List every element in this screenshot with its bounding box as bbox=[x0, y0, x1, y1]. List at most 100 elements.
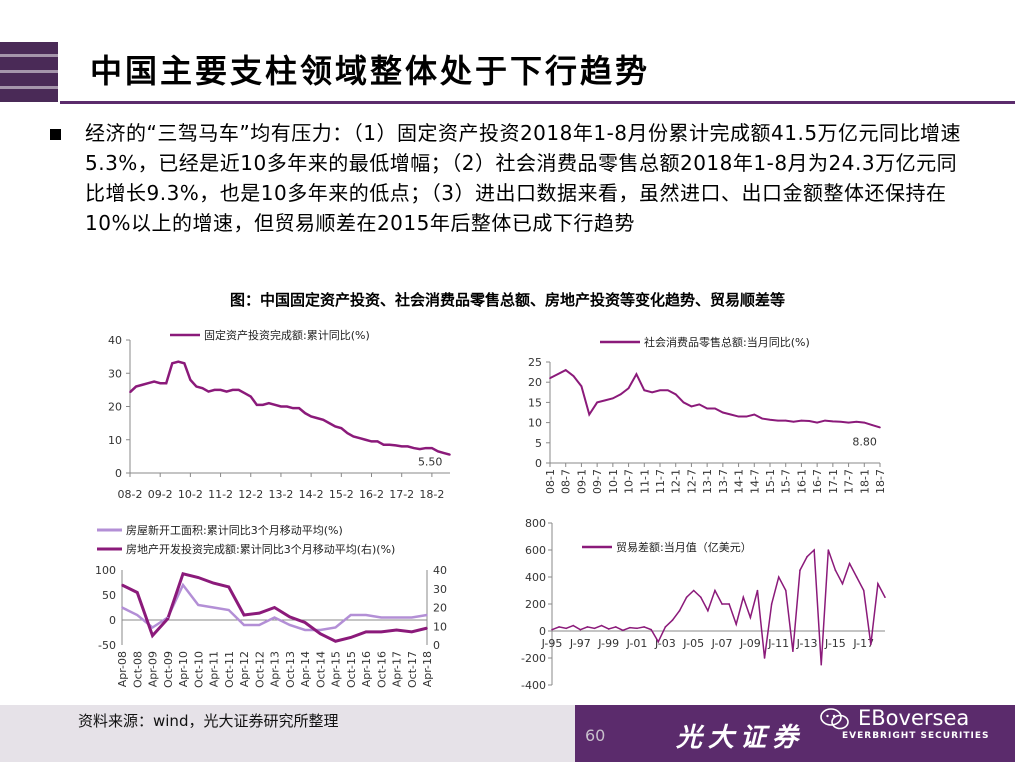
data-point bbox=[612, 397, 614, 400]
data-point bbox=[813, 549, 815, 551]
x-tick-label: 14-1 bbox=[733, 469, 746, 494]
data-point bbox=[777, 576, 780, 578]
data-point bbox=[135, 385, 137, 388]
data-point bbox=[268, 402, 270, 404]
data-point bbox=[651, 391, 653, 394]
data-point bbox=[151, 626, 154, 629]
data-point bbox=[370, 440, 373, 443]
series-line-fixed-asset bbox=[129, 360, 451, 456]
data-point bbox=[770, 603, 773, 605]
data-point bbox=[714, 407, 716, 410]
x-tick-label: 08-2 bbox=[118, 488, 143, 501]
data-point bbox=[349, 614, 352, 616]
x-tick-label: J-11 bbox=[767, 637, 789, 650]
data-point bbox=[816, 421, 818, 424]
data-point bbox=[136, 614, 139, 616]
legend-label-2: 房地产开发投资完成额:累计同比3个月移动平均(右)(%) bbox=[126, 542, 395, 556]
data-point bbox=[604, 399, 606, 402]
data-point bbox=[121, 606, 123, 609]
y-tick-label: 200 bbox=[525, 598, 546, 611]
x-tick-label: J-15 bbox=[824, 637, 846, 650]
x-tick-label: 15-1 bbox=[764, 469, 777, 494]
data-point bbox=[346, 432, 349, 434]
x-tick-label: 17-7 bbox=[843, 469, 856, 494]
y-tick-label: 600 bbox=[525, 544, 546, 557]
data-point bbox=[129, 391, 131, 394]
data-point bbox=[777, 419, 779, 422]
y-right-tick-label: 0 bbox=[433, 639, 440, 652]
data-point bbox=[877, 582, 879, 585]
x-tick-label: Oct-15 bbox=[345, 651, 358, 688]
data-point bbox=[769, 418, 771, 421]
data-point bbox=[799, 569, 801, 572]
data-point bbox=[358, 437, 361, 439]
y-left-tick-label: 50 bbox=[102, 589, 116, 602]
y-tick-label: 30 bbox=[108, 367, 122, 380]
data-point bbox=[737, 415, 740, 418]
data-point bbox=[237, 389, 240, 391]
data-point bbox=[153, 380, 155, 383]
x-tick-label: Oct-10 bbox=[192, 651, 205, 688]
data-point bbox=[243, 624, 245, 626]
x-tick-label: 11-7 bbox=[654, 469, 667, 494]
x-tick-label: 08-1 bbox=[544, 469, 557, 494]
x-tick-label: J-13 bbox=[796, 637, 818, 650]
data-point bbox=[667, 389, 669, 392]
data-point bbox=[808, 420, 811, 422]
legend-label: 固定资产投资完成额:累计同比(%) bbox=[204, 328, 370, 342]
data-point bbox=[820, 663, 823, 666]
data-point bbox=[400, 445, 403, 448]
x-tick-label: 12-7 bbox=[685, 469, 698, 494]
data-point bbox=[288, 616, 291, 618]
data-point bbox=[643, 389, 646, 392]
data-point bbox=[806, 555, 808, 558]
data-point bbox=[735, 623, 738, 626]
data-point bbox=[855, 420, 858, 423]
x-tick-label: 18-7 bbox=[874, 469, 887, 494]
data-point bbox=[443, 452, 445, 454]
data-point bbox=[549, 377, 551, 379]
data-point bbox=[863, 421, 866, 424]
data-point bbox=[412, 447, 415, 449]
data-point bbox=[579, 628, 582, 631]
data-point bbox=[286, 405, 288, 408]
data-point bbox=[588, 413, 591, 416]
data-point bbox=[376, 440, 379, 443]
data-point bbox=[410, 631, 413, 633]
x-tick-label: 17-1 bbox=[827, 469, 840, 494]
data-point bbox=[586, 626, 589, 628]
data-point bbox=[698, 403, 701, 406]
data-point bbox=[225, 390, 228, 393]
data-point bbox=[141, 384, 143, 386]
data-point bbox=[871, 424, 873, 426]
series-line-retail-sales bbox=[549, 368, 881, 429]
data-point bbox=[197, 604, 200, 606]
y-right-tick-label: 40 bbox=[433, 564, 447, 577]
data-point bbox=[636, 627, 638, 630]
data-point bbox=[249, 395, 252, 398]
data-point bbox=[121, 584, 123, 586]
data-point bbox=[855, 576, 858, 578]
data-point bbox=[729, 413, 732, 416]
x-tick-label: Oct-08 bbox=[131, 651, 144, 688]
data-point bbox=[380, 631, 383, 633]
chart-fixed-asset-svg: 0 10 20 30 40 08-2 09-2 10-2 11-2 12-2 13-2 14-2 15-… bbox=[108, 328, 451, 501]
x-tick-label: Apr-18 bbox=[421, 651, 434, 687]
body-paragraph: 经济的“三驾马车”均有压力：（1）固定资产投资2018年1-8月份累计完成额41… bbox=[85, 121, 962, 235]
data-point bbox=[650, 628, 652, 631]
x-tick-label: J-07 bbox=[711, 637, 733, 650]
data-point bbox=[714, 589, 716, 592]
y-right-tick-label: 10 bbox=[433, 620, 447, 633]
data-point bbox=[419, 448, 421, 450]
data-point bbox=[322, 419, 325, 421]
x-tick-label: 16-7 bbox=[811, 469, 824, 494]
data-point bbox=[607, 628, 610, 630]
x-tick-label: Apr-15 bbox=[330, 651, 343, 687]
data-point bbox=[614, 626, 617, 628]
x-tick-label: 14-2 bbox=[299, 488, 324, 501]
watermark: EBoversea bbox=[820, 706, 1000, 732]
data-point bbox=[380, 616, 383, 619]
y-left-tick-label: -50 bbox=[98, 639, 116, 652]
x-tick-label: Oct-12 bbox=[253, 651, 266, 688]
